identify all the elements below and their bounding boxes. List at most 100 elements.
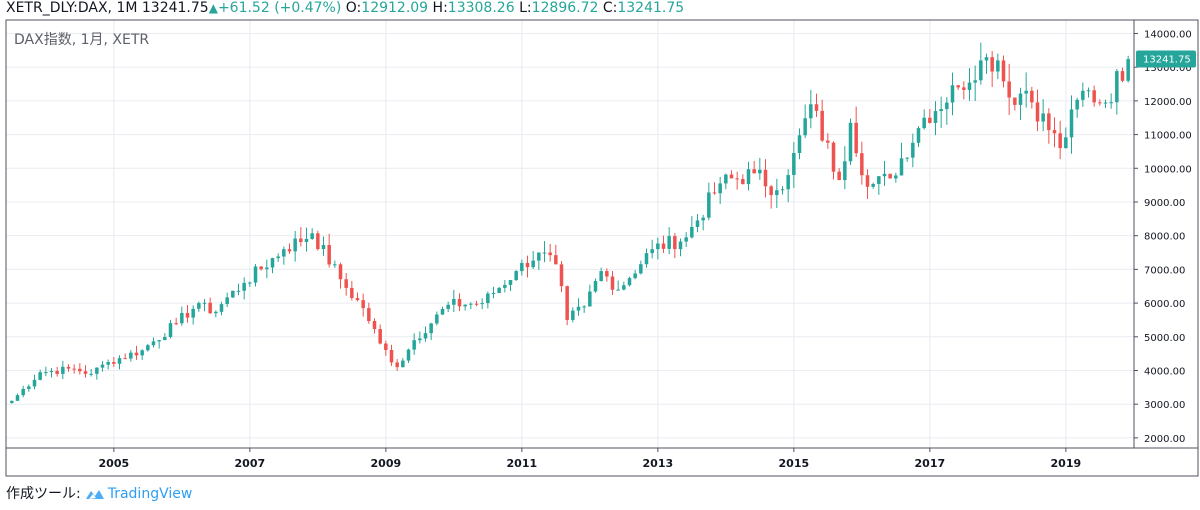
candle-body xyxy=(44,372,48,374)
candle xyxy=(531,250,535,269)
candle-body xyxy=(633,273,637,279)
candle xyxy=(933,101,938,136)
candle-body xyxy=(1041,113,1045,122)
candle xyxy=(843,146,847,190)
candle-body xyxy=(497,287,501,294)
candle xyxy=(457,293,462,312)
candle-body xyxy=(678,241,683,250)
candle-body xyxy=(38,372,42,380)
candle xyxy=(180,306,184,326)
candle xyxy=(321,236,326,256)
y-tick-label: 8000.00 xyxy=(1144,232,1185,243)
candle xyxy=(191,305,195,325)
candle-body xyxy=(894,175,898,179)
candle-body xyxy=(174,323,178,325)
price-axis[interactable]: 2000.00 3000.00 4000.00 5000.00 6000.00 7000.… xyxy=(1134,29,1192,445)
candle xyxy=(996,53,1000,80)
candle xyxy=(503,280,507,293)
candle xyxy=(514,270,518,281)
plot-border xyxy=(5,19,1135,449)
candle xyxy=(316,230,320,251)
candle xyxy=(497,286,501,294)
candle-body xyxy=(837,171,841,181)
candle-body xyxy=(763,169,768,187)
candle-body xyxy=(780,189,785,191)
candle-body xyxy=(571,310,575,320)
candle-body xyxy=(248,282,252,284)
candle-body xyxy=(996,60,1000,72)
symbol-name: XETR_DLY:DAX, 1M xyxy=(6,0,138,16)
candle xyxy=(588,284,592,307)
candle xyxy=(554,244,558,265)
candle-body xyxy=(61,366,65,374)
candle xyxy=(837,168,841,181)
candle-body xyxy=(55,370,59,374)
candle-body xyxy=(338,264,343,280)
candle-body xyxy=(440,308,445,315)
candle xyxy=(389,344,394,366)
candle-body xyxy=(905,157,909,159)
candle xyxy=(338,262,343,289)
candle-body xyxy=(741,179,745,185)
candle xyxy=(100,361,105,372)
candle xyxy=(763,159,768,198)
candle-body xyxy=(129,352,133,359)
candle-body xyxy=(576,306,581,311)
candle-body xyxy=(463,304,467,307)
candle-body xyxy=(49,370,54,373)
x-tick-label: 2015 xyxy=(779,457,810,470)
candle xyxy=(967,68,972,101)
candle-body xyxy=(225,297,229,305)
candle-body xyxy=(491,293,496,295)
candle xyxy=(491,286,496,299)
candle xyxy=(1013,97,1017,111)
candle-body xyxy=(474,303,479,305)
x-tick-label: 2005 xyxy=(99,457,130,470)
candle-body xyxy=(361,300,365,309)
candle-body xyxy=(270,258,275,268)
y-tick-label: 14000.00 xyxy=(1144,29,1192,40)
candle xyxy=(922,109,926,130)
candle xyxy=(786,169,790,203)
price-change: +61.52 (+0.47%) xyxy=(217,0,342,16)
candle-body xyxy=(701,217,705,221)
candle xyxy=(950,72,955,116)
tradingview-link[interactable]: TradingView xyxy=(107,486,193,502)
candle xyxy=(253,264,258,287)
candle-body xyxy=(1126,59,1130,81)
candle xyxy=(333,260,337,268)
candle xyxy=(752,160,756,174)
close-value: 13241.75 xyxy=(617,0,685,16)
candle xyxy=(49,367,54,378)
candle xyxy=(1126,55,1130,83)
candle-body xyxy=(724,174,728,184)
candle xyxy=(916,126,921,147)
candle xyxy=(735,171,739,190)
candle-body xyxy=(707,192,711,218)
time-axis[interactable]: 2005 2007 2009 2011 2013 2015 2017 2019 xyxy=(99,448,1082,470)
candle-body xyxy=(1115,71,1119,103)
candle xyxy=(616,280,620,291)
candle-body xyxy=(344,279,348,288)
candle-body xyxy=(384,343,388,350)
candle xyxy=(831,141,836,180)
candle xyxy=(231,290,235,298)
candle-body xyxy=(395,362,399,368)
candle-body xyxy=(537,252,541,261)
candle-body xyxy=(956,85,960,88)
candle-body xyxy=(100,364,105,368)
candle xyxy=(775,178,779,209)
y-tick-label: 13000.00 xyxy=(1144,63,1192,74)
candle-body xyxy=(554,255,558,265)
time-axis-border xyxy=(5,447,1199,477)
candle xyxy=(140,349,144,360)
candle xyxy=(44,366,48,377)
candle-body xyxy=(480,303,484,305)
candle-body xyxy=(1064,137,1068,149)
candle-body xyxy=(208,302,212,314)
candle-body xyxy=(718,183,722,194)
candle xyxy=(571,307,575,323)
candle-body xyxy=(792,153,796,176)
candle xyxy=(134,345,139,360)
